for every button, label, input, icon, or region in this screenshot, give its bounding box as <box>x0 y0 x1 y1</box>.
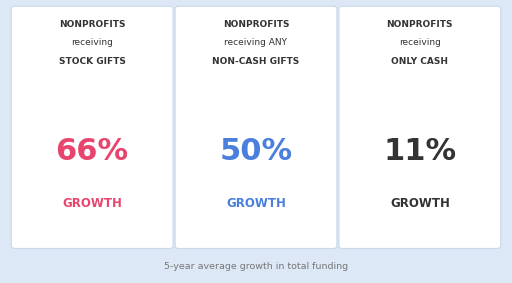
Text: NON-CASH GIFTS: NON-CASH GIFTS <box>212 57 300 66</box>
Text: 66%: 66% <box>56 137 129 166</box>
Text: NONPROFITS: NONPROFITS <box>223 20 289 29</box>
Text: STOCK GIFTS: STOCK GIFTS <box>59 57 125 66</box>
Text: GROWTH: GROWTH <box>62 197 122 210</box>
FancyBboxPatch shape <box>11 6 173 248</box>
Text: GROWTH: GROWTH <box>390 197 450 210</box>
Text: receiving ANY: receiving ANY <box>224 38 288 47</box>
Text: 50%: 50% <box>220 137 292 166</box>
Text: ONLY CASH: ONLY CASH <box>391 57 449 66</box>
Text: NONPROFITS: NONPROFITS <box>59 20 125 29</box>
Text: 5-year average growth in total funding: 5-year average growth in total funding <box>164 261 348 271</box>
Text: receiving: receiving <box>71 38 113 47</box>
Text: receiving: receiving <box>399 38 441 47</box>
Text: NONPROFITS: NONPROFITS <box>387 20 453 29</box>
FancyBboxPatch shape <box>175 6 337 248</box>
Text: 11%: 11% <box>383 137 456 166</box>
FancyBboxPatch shape <box>339 6 501 248</box>
Text: GROWTH: GROWTH <box>226 197 286 210</box>
